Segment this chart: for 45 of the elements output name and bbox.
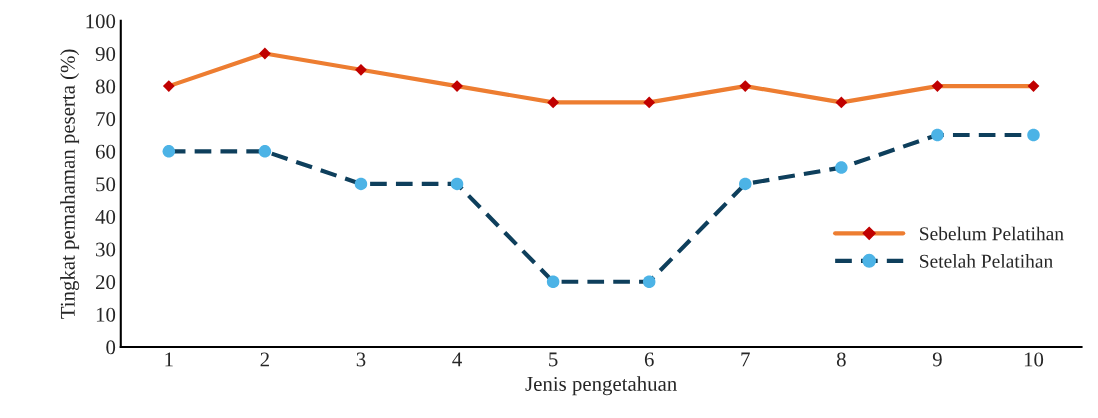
x-tick-label: 7 [741, 352, 750, 367]
point [546, 275, 560, 288]
point [162, 80, 175, 92]
y-tick-label: 50 [96, 177, 116, 192]
x-tick-label: 6 [644, 352, 654, 367]
x-tick-label: 4 [452, 352, 462, 367]
legend-label: Sebelum Pelatihan [920, 226, 1064, 241]
y-tick-label: 0 [106, 340, 116, 355]
point [1027, 80, 1040, 92]
point [739, 177, 752, 191]
x-tick-label: 5 [549, 352, 558, 367]
point [355, 63, 367, 76]
point [259, 47, 271, 60]
y-tick-label: 100 [86, 14, 116, 29]
y-tick-label: 60 [95, 144, 116, 159]
point [931, 128, 944, 142]
point [739, 80, 752, 92]
y-tick-label: 20 [96, 275, 116, 290]
point [642, 275, 656, 288]
point [1027, 128, 1040, 142]
point [931, 80, 944, 92]
x-tick-label: 1 [165, 352, 173, 367]
point [354, 177, 368, 191]
x-tick-label: 10 [1024, 352, 1044, 367]
x-tick-label: 3 [356, 352, 366, 367]
y-tick-label: 40 [95, 209, 116, 224]
y-axis-title: Tingkat pemahaman peserta (%) [60, 49, 80, 319]
x-tick-label: 2 [260, 352, 269, 367]
y-tick-label: 90 [95, 46, 116, 61]
point [643, 96, 656, 109]
point [835, 161, 848, 174]
point [162, 145, 176, 158]
legend-label: Setelah Pelatihan [920, 254, 1053, 268]
point [258, 145, 272, 158]
point [451, 80, 463, 92]
x-tick-label: 8 [836, 352, 846, 367]
point [547, 96, 560, 109]
y-tick-label: 80 [95, 79, 116, 94]
x-axis-title: Jenis pengetahuan [525, 376, 677, 396]
y-tick-label: 30 [96, 242, 116, 257]
point [450, 177, 464, 191]
x-tick-label: 9 [932, 352, 942, 367]
y-tick-label: 70 [96, 112, 116, 127]
point [835, 96, 848, 109]
y-tick-label: 10 [96, 307, 116, 322]
